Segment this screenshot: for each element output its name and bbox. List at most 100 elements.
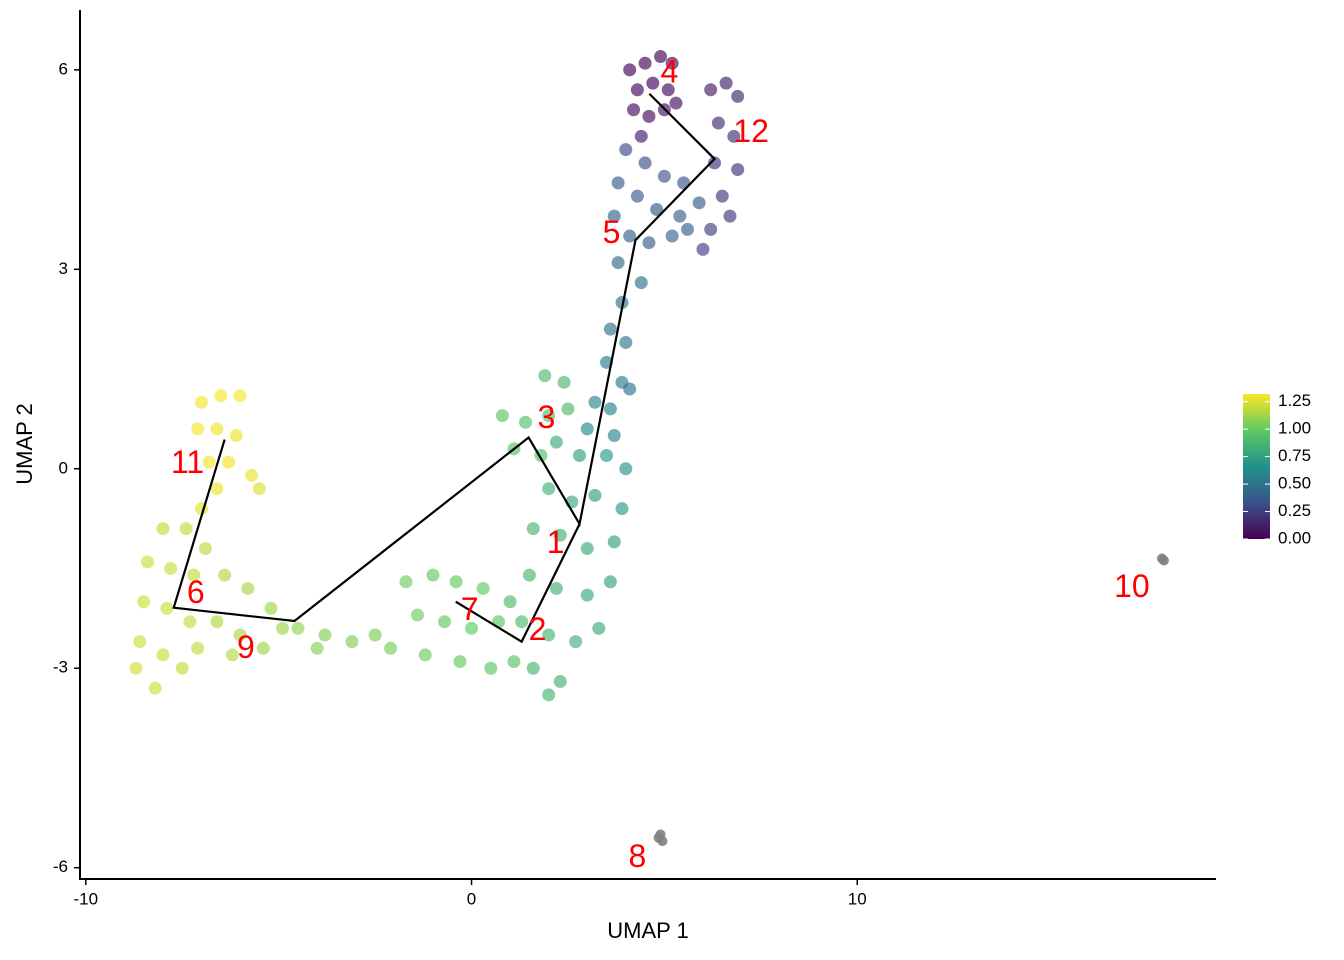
point	[241, 581, 255, 595]
point	[1158, 555, 1169, 566]
point	[160, 601, 174, 615]
point	[642, 236, 656, 250]
point	[642, 109, 656, 123]
point	[623, 229, 637, 243]
point	[210, 422, 224, 436]
cluster-label: 11	[171, 444, 204, 480]
point	[657, 169, 671, 183]
point	[195, 395, 209, 409]
point	[665, 229, 679, 243]
point	[723, 209, 737, 223]
point	[607, 429, 621, 443]
point	[549, 435, 563, 449]
point	[526, 522, 540, 536]
point	[619, 462, 633, 476]
point	[553, 528, 567, 542]
point	[264, 601, 278, 615]
point	[507, 655, 521, 669]
point	[515, 615, 529, 629]
colorbar-tick-label: 0.25	[1278, 501, 1311, 520]
point	[619, 335, 633, 349]
point	[198, 542, 212, 556]
point	[603, 322, 617, 336]
point	[696, 242, 710, 256]
point	[630, 189, 644, 203]
point	[623, 382, 637, 396]
point	[619, 143, 633, 157]
x-tick-label: 0	[467, 889, 476, 908]
cluster-label: 10	[1114, 568, 1150, 604]
point	[603, 575, 617, 589]
point	[611, 256, 625, 270]
point	[731, 89, 745, 103]
point	[210, 615, 224, 629]
point	[542, 409, 556, 423]
point	[449, 575, 463, 589]
colorbar	[1243, 394, 1270, 539]
point	[245, 468, 259, 482]
point	[681, 222, 695, 236]
point	[673, 209, 687, 223]
point	[615, 296, 629, 310]
point	[665, 56, 679, 70]
x-tick-label: -10	[73, 889, 98, 908]
point	[276, 621, 290, 635]
point	[654, 50, 668, 64]
point	[291, 621, 305, 635]
point	[719, 76, 733, 90]
point	[438, 615, 452, 629]
point	[418, 648, 432, 662]
point	[588, 395, 602, 409]
point	[634, 276, 648, 290]
point	[638, 156, 652, 170]
point	[202, 455, 216, 469]
cluster-label: 12	[733, 113, 769, 149]
point	[426, 568, 440, 582]
point	[727, 129, 741, 143]
point	[708, 156, 722, 170]
point	[156, 648, 170, 662]
point	[164, 562, 178, 576]
point	[218, 568, 232, 582]
point	[607, 535, 621, 549]
point	[704, 83, 718, 97]
point	[580, 542, 594, 556]
point	[465, 621, 479, 635]
cluster-label: 6	[187, 574, 205, 610]
y-tick-label: -6	[53, 857, 68, 876]
point	[453, 655, 467, 669]
point	[569, 635, 583, 649]
point	[345, 635, 359, 649]
point	[704, 222, 718, 236]
point	[229, 429, 243, 443]
point	[549, 581, 563, 595]
point	[542, 628, 556, 642]
point	[179, 522, 193, 536]
y-tick-label: -3	[53, 658, 68, 677]
point	[225, 648, 239, 662]
point	[191, 641, 205, 655]
point	[175, 661, 189, 675]
point	[669, 96, 683, 110]
point	[692, 196, 706, 210]
point	[156, 522, 170, 536]
colorbar-tick-label: 1.00	[1278, 419, 1311, 438]
point	[573, 448, 587, 462]
point	[615, 502, 629, 516]
cluster-label: 2	[529, 611, 547, 647]
point	[588, 488, 602, 502]
point	[715, 189, 729, 203]
colorbar-tick-label: 0.00	[1278, 528, 1311, 547]
y-tick-label: 6	[59, 59, 68, 78]
x-axis-title: UMAP 1	[607, 918, 689, 943]
point	[222, 455, 236, 469]
colorbar-tick-label: 1.25	[1278, 391, 1311, 410]
point	[256, 641, 270, 655]
point	[557, 375, 571, 389]
point	[542, 482, 556, 496]
point	[611, 176, 625, 190]
point	[384, 641, 398, 655]
point	[526, 661, 540, 675]
point	[399, 575, 413, 589]
